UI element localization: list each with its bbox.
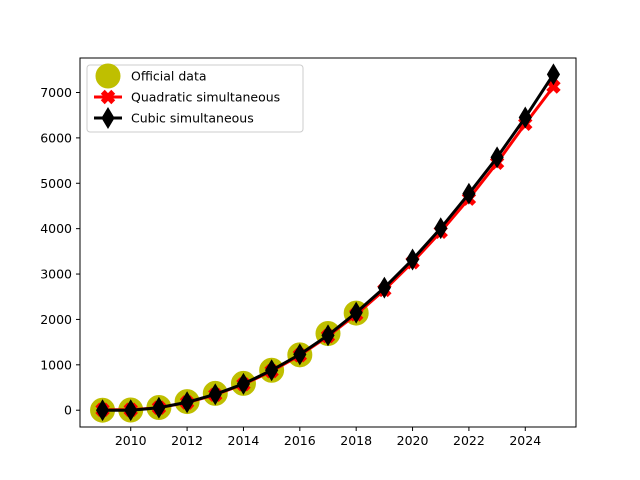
series-2-point-7 bbox=[293, 343, 307, 366]
series-2-point-2 bbox=[152, 396, 166, 419]
series-1-point-16 bbox=[546, 79, 561, 94]
legend-label-2: Cubic simultaneous bbox=[131, 111, 254, 126]
legend-handle-marker-0 bbox=[95, 63, 121, 89]
y-tick-label-2: 2000 bbox=[40, 312, 72, 327]
y-tick-label-6: 6000 bbox=[40, 130, 72, 145]
y-tick-label-5: 5000 bbox=[40, 176, 72, 191]
series-2-point-15 bbox=[518, 106, 532, 129]
legend-box bbox=[86, 64, 304, 133]
x-tick-label-6: 2022 bbox=[453, 433, 485, 448]
x-tick-label-4: 2018 bbox=[340, 433, 372, 448]
series-2-point-13 bbox=[462, 182, 476, 205]
series-2-point-9 bbox=[349, 301, 363, 324]
legend: Official data Quadratic simultaneous Cubic… bbox=[86, 63, 304, 133]
x-tick-label-2: 2014 bbox=[228, 433, 260, 448]
series-2-point-8 bbox=[321, 324, 335, 347]
y-tick-label-7: 7000 bbox=[40, 85, 72, 100]
series-2 bbox=[95, 63, 561, 422]
x-tick-label-1: 2012 bbox=[171, 433, 203, 448]
plot-frame bbox=[79, 57, 577, 428]
x-tick-label-0: 2010 bbox=[115, 433, 147, 448]
series-2-point-4 bbox=[208, 383, 222, 406]
series-2-point-12 bbox=[434, 217, 448, 240]
series-2-point-5 bbox=[236, 372, 251, 395]
x-tick-label-3: 2016 bbox=[284, 433, 316, 448]
series-2-point-3 bbox=[180, 391, 194, 414]
axes-layer: 2010 2012 2014 2016 2018 2020 2022 2024 0 1000 200… bbox=[40, 57, 577, 448]
legend-handle-marker-2 bbox=[101, 107, 115, 129]
legend-label-1: Quadratic simultaneous bbox=[131, 90, 280, 105]
series-2-point-10 bbox=[377, 276, 391, 299]
series-2-point-14 bbox=[490, 146, 504, 169]
y-tick-label-4: 4000 bbox=[40, 221, 72, 236]
x-tick-label-7: 2024 bbox=[509, 433, 541, 448]
series-2-point-11 bbox=[405, 248, 420, 271]
y-tick-label-0: 0 bbox=[64, 403, 72, 418]
series-2-point-16 bbox=[546, 63, 561, 86]
series-2-point-0 bbox=[95, 399, 110, 422]
series-2-point-6 bbox=[265, 359, 279, 382]
y-tick-label-1: 1000 bbox=[40, 357, 72, 372]
y-tick-label-3: 3000 bbox=[40, 267, 72, 282]
series-2-point-1 bbox=[124, 399, 138, 422]
series-layer bbox=[90, 63, 561, 423]
x-tick-label-5: 2020 bbox=[397, 433, 429, 448]
legend-label-0: Official data bbox=[131, 69, 207, 84]
legend-handle-marker-1 bbox=[100, 89, 116, 105]
